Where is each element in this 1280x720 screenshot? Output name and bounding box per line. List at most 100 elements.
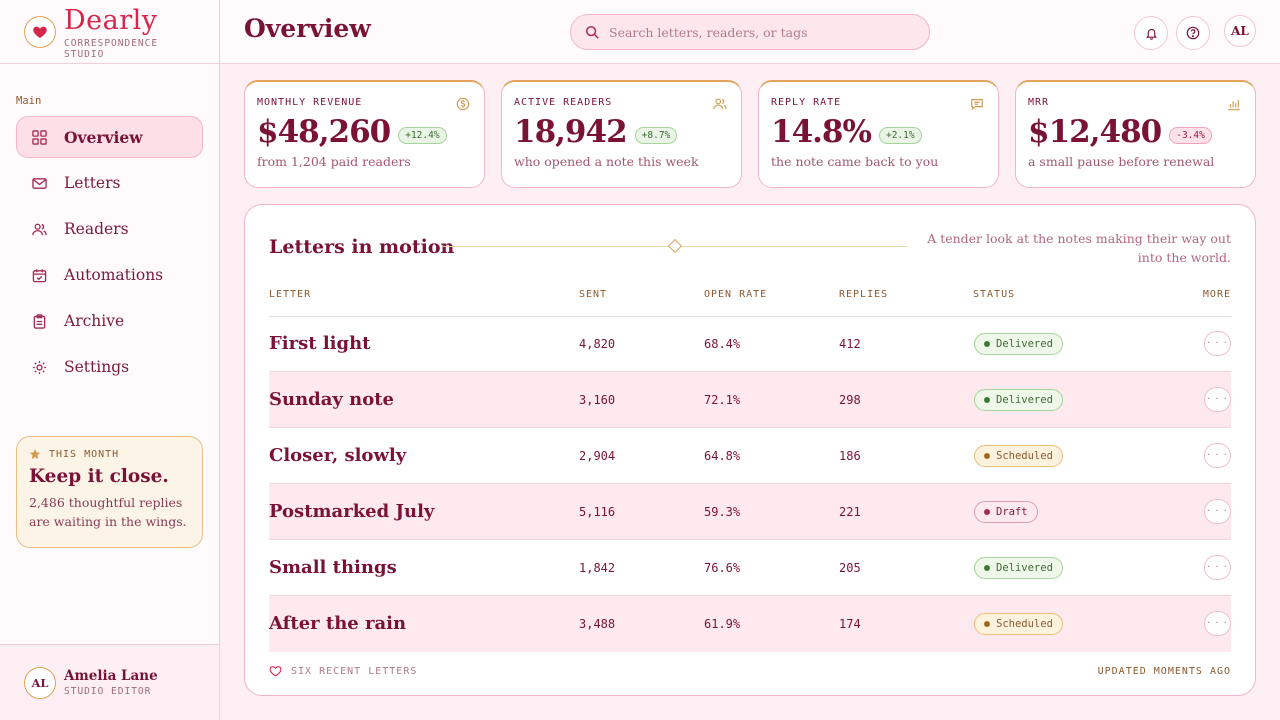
reply-count: 205 <box>839 560 861 575</box>
stat-subtext: a small pause before renewal <box>1028 154 1215 169</box>
sidebar-item-label: Settings <box>64 358 130 376</box>
bar-chart-icon <box>1228 100 1240 111</box>
sidebar-item-label: Archive <box>64 312 125 330</box>
open-rate: 59.3% <box>704 504 741 519</box>
letter-name[interactable]: First light <box>269 333 371 354</box>
search-icon <box>585 25 599 39</box>
help-button[interactable] <box>1176 16 1210 50</box>
table-row[interactable]: Sunday note 3,160 72.1% 298 Delivered · … <box>269 372 1231 428</box>
brand[interactable]: Dearly CORRESPONDENCE STUDIO <box>0 0 219 64</box>
status-badge: Delivered <box>974 388 1063 411</box>
status-dot <box>984 564 990 571</box>
letter-name[interactable]: Closer, slowly <box>269 445 407 466</box>
coin-icon <box>456 97 470 111</box>
letter-name[interactable]: After the rain <box>269 613 407 634</box>
footer-left-label: SIX RECENT LETTERS <box>291 666 418 677</box>
sidebar-item-label: Automations <box>64 266 164 284</box>
stat-value: $48,260 <box>257 114 391 150</box>
column-header-open-rate[interactable]: OPEN RATE <box>704 289 768 300</box>
help-icon <box>1186 26 1200 40</box>
column-header-replies[interactable]: REPLIES <box>839 289 889 300</box>
stat-card-reply-rate: REPLY RATE 14.8% +2.1% the note came bac… <box>758 80 999 188</box>
sidebar-item-settings[interactable]: Settings <box>16 346 203 388</box>
brand-logo <box>24 16 56 48</box>
reply-count: 174 <box>839 616 861 631</box>
user-profile[interactable]: AL Amelia Lane STUDIO EDITOR <box>0 644 219 720</box>
table-row[interactable]: First light 4,820 68.4% 412 Delivered · … <box>269 316 1231 372</box>
status-dot <box>984 508 990 515</box>
column-header-letter[interactable]: LETTER <box>269 289 312 300</box>
search-bar[interactable] <box>570 14 930 50</box>
table-description: A tender look at the notes making their … <box>927 231 1231 265</box>
sent-count: 1,842 <box>579 560 616 575</box>
table-row[interactable]: Closer, slowly 2,904 64.8% 186 Scheduled… <box>269 428 1231 484</box>
status-label: Delivered <box>996 561 1053 574</box>
reply-count: 221 <box>839 504 861 519</box>
status-badge: Draft <box>974 500 1038 523</box>
sent-count: 3,488 <box>579 616 616 631</box>
table-row[interactable]: After the rain 3,488 61.9% 174 Scheduled… <box>269 596 1231 652</box>
open-rate: 64.8% <box>704 448 741 463</box>
row-more-button[interactable]: · · · <box>1204 387 1231 412</box>
stat-value: 14.8% <box>771 114 872 150</box>
envelope-icon <box>31 175 47 191</box>
status-badge: Delivered <box>974 332 1063 355</box>
open-rate: 72.1% <box>704 392 741 407</box>
chat-icon <box>971 99 983 111</box>
heart-outline-icon <box>269 666 282 677</box>
letter-name[interactable]: Small things <box>269 557 397 578</box>
sidebar-nav: Overview Letters Readers <box>16 116 203 392</box>
sun-gear-icon <box>31 359 47 375</box>
row-more-button[interactable]: · · · <box>1204 499 1231 524</box>
top-header: Overview AL <box>220 0 1280 64</box>
stat-label: MONTHLY REVENUE <box>257 97 363 108</box>
stat-delta-badge: +12.4% <box>398 126 447 144</box>
sidebar-item-archive[interactable]: Archive <box>16 300 203 342</box>
column-header-sent[interactable]: SENT <box>579 289 608 300</box>
users-icon <box>31 221 47 237</box>
page-title: Overview <box>244 14 371 43</box>
sent-count: 2,904 <box>579 448 616 463</box>
status-label: Scheduled <box>996 617 1053 630</box>
star-icon <box>29 449 41 459</box>
stat-card-monthly-revenue: MONTHLY REVENUE $48,260 +12.4% from 1,20… <box>244 80 485 188</box>
stat-delta-badge: -3.4% <box>1169 126 1212 144</box>
header-avatar[interactable]: AL <box>1224 15 1256 47</box>
status-dot <box>984 452 990 459</box>
stat-value: 18,942 <box>514 114 628 150</box>
table-body: First light 4,820 68.4% 412 Delivered · … <box>269 316 1231 652</box>
row-more-button[interactable]: · · · <box>1204 331 1231 356</box>
stat-card-mrr: MRR $12,480 -3.4% a small pause before r… <box>1015 80 1256 188</box>
sidebar-item-letters[interactable]: Letters <box>16 162 203 204</box>
table-footer-note: SIX RECENT LETTERS <box>269 665 417 678</box>
heart-icon <box>33 26 47 38</box>
table-row[interactable]: Postmarked July 5,116 59.3% 221 Draft · … <box>269 484 1231 540</box>
stat-subtext: who opened a note this week <box>514 154 699 169</box>
status-label: Delivered <box>996 393 1053 406</box>
table-updated-label: UPDATED MOMENTS AGO <box>1097 666 1231 677</box>
user-name: Amelia Lane <box>64 668 158 684</box>
search-input[interactable] <box>609 24 909 40</box>
open-rate: 76.6% <box>704 560 741 575</box>
column-header-status[interactable]: STATUS <box>973 289 1016 300</box>
letter-name[interactable]: Sunday note <box>269 389 395 410</box>
status-dot <box>984 620 990 627</box>
calendar-check-icon <box>31 267 47 283</box>
grid-icon <box>31 129 47 145</box>
sidebar-item-readers[interactable]: Readers <box>16 208 203 250</box>
row-more-button[interactable]: · · · <box>1204 611 1231 636</box>
sent-count: 3,160 <box>579 392 616 407</box>
row-more-button[interactable]: · · · <box>1204 443 1231 468</box>
this-month-title: Keep it close. <box>29 466 169 487</box>
status-badge: Scheduled <box>974 612 1063 635</box>
row-more-button[interactable]: · · · <box>1204 555 1231 580</box>
notifications-button[interactable] <box>1134 16 1168 50</box>
status-label: Scheduled <box>996 449 1053 462</box>
table-row[interactable]: Small things 1,842 76.6% 205 Delivered ·… <box>269 540 1231 596</box>
letter-name[interactable]: Postmarked July <box>269 501 435 522</box>
sidebar-item-automations[interactable]: Automations <box>16 254 203 296</box>
open-rate: 61.9% <box>704 616 741 631</box>
bell-icon <box>1145 28 1157 40</box>
sidebar-item-overview[interactable]: Overview <box>16 116 203 158</box>
this-month-tag: THIS MONTH <box>29 448 190 460</box>
